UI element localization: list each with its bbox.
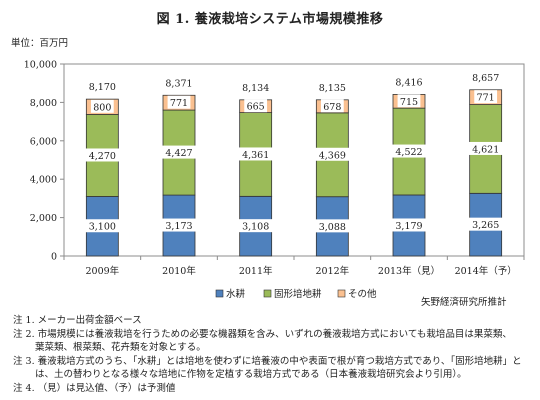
footnote-3: 注 3. 養液栽培方式のうち、「水耕」とは培地を使わずに培養液の中や表面で根が育… [13, 355, 522, 367]
segment-label-2-1: 4,361 [242, 150, 269, 161]
chart-axes: 0 2,000 4,000 6,000 8,000 10,000 [24, 60, 525, 263]
footnote-2: 注 2. 市場規模には養液栽培を行うための必要な機器類を含み、いずれの養液栽培方… [13, 328, 512, 340]
segment-label-bg-4-1 [392, 144, 426, 158]
segment-label-4-1: 4,522 [395, 147, 422, 158]
total-label-4: 8,416 [395, 77, 422, 88]
footnote-1: 注 1. メーカー出荷金額ベース [13, 315, 142, 326]
unit-label: 単位：百万円 [11, 38, 69, 49]
category-label-5: 2014年（予） [455, 265, 517, 277]
segment-label-0-2: 800 [93, 102, 111, 113]
category-label-4: 2013年（見） [378, 265, 440, 277]
segment-label-bg-3-2 [320, 99, 344, 113]
total-label-2: 8,134 [242, 83, 269, 94]
segment-label-bg-5-0 [468, 217, 503, 231]
plot-frame [63, 63, 525, 257]
chart-legend: 水耕 固形培地耕 その他 [215, 288, 377, 300]
category-label-2: 2011年 [239, 265, 273, 277]
footnotes: 注 1. メーカー出荷金額ベース 注 2. 市場規模には養液栽培を行うための必要… [13, 314, 535, 395]
segment-label-bg-1-2 [167, 95, 191, 109]
segment-label-bg-0-2 [90, 99, 114, 113]
segment-label-bg-1-1 [162, 145, 196, 159]
legend-swatch-1 [263, 289, 272, 298]
segment-label-bg-2-1 [238, 147, 273, 161]
segment-label-2-0: 3,108 [242, 222, 269, 233]
y-tick-label-4: 8,000 [30, 98, 57, 109]
chart-bars [85, 89, 503, 257]
y-tick-label-0: 0 [51, 252, 57, 263]
segment-label-bg-4-2 [397, 94, 421, 108]
segment-label-bg-2-0 [238, 219, 273, 233]
segment-label-3-1: 4,369 [319, 150, 346, 161]
segment-label-bg-2-2 [244, 99, 268, 113]
legend-swatch-0 [215, 289, 224, 298]
source-note: 矢野経済研究所推計 [421, 297, 507, 308]
footnote-3-continued: は、土の替わりとなる様々な培地に作物を定植する栽培方式である（日本養液栽培研究会… [35, 369, 467, 380]
segment-label-bg-1-0 [162, 218, 196, 232]
legend-swatch-2 [337, 289, 346, 298]
legend-label-0: 水耕 [226, 288, 246, 300]
legend-label-1: 固形培地耕 [274, 288, 322, 300]
segment-label-1-0: 3,173 [165, 221, 192, 232]
category-label-3: 2012年 [315, 265, 349, 277]
segment-label-4-2: 715 [400, 97, 418, 108]
segment-label-1-2: 771 [170, 98, 188, 109]
footnote-4: 注 4. （見）は見込値、（予）は予測値 [13, 382, 176, 394]
y-tick-label-1: 2,000 [30, 213, 57, 224]
segment-label-bg-5-1 [468, 141, 503, 155]
segment-label-0-1: 4,270 [89, 151, 116, 162]
segment-label-3-0: 3,088 [319, 222, 346, 233]
total-label-0: 8,170 [89, 82, 116, 93]
chart-labels: 3,100 4,270 800 8,170 2009年 3,173 4,427 771 8,37… [85, 73, 517, 277]
segment-label-0-0: 3,100 [89, 222, 116, 233]
category-label-0: 2009年 [85, 265, 119, 277]
total-label-1: 8,371 [165, 78, 192, 89]
segment-label-bg-0-0 [85, 219, 120, 233]
segment-label-bg-3-0 [315, 219, 350, 233]
segment-label-4-0: 3,179 [395, 221, 422, 232]
y-tick-label-5: 10,000 [24, 60, 57, 71]
segment-label-5-2: 771 [477, 93, 495, 104]
segment-label-2-2: 665 [247, 102, 265, 113]
category-label-1: 2010年 [162, 265, 196, 277]
segment-label-bg-3-1 [315, 147, 350, 161]
y-tick-label-2: 4,000 [30, 175, 57, 186]
segment-label-bg-5-2 [474, 90, 498, 104]
segment-label-3-2: 678 [323, 102, 341, 113]
footnote-2-continued: 葉菜類、根菜類、花卉類を対象とする。 [35, 342, 206, 353]
total-label-5: 8,657 [472, 73, 499, 84]
y-tick-label-3: 6,000 [30, 136, 57, 147]
segment-label-bg-0-1 [85, 148, 120, 162]
segment-label-1-1: 4,427 [165, 148, 192, 159]
total-label-3: 8,135 [319, 83, 346, 94]
legend-label-2: その他 [348, 288, 377, 300]
segment-label-5-1: 4,621 [472, 144, 499, 155]
segment-label-5-0: 3,265 [472, 220, 499, 231]
chart-title: 図 1. 養液栽培システム市場規模推移 [156, 12, 384, 27]
segment-label-bg-4-0 [392, 218, 426, 232]
